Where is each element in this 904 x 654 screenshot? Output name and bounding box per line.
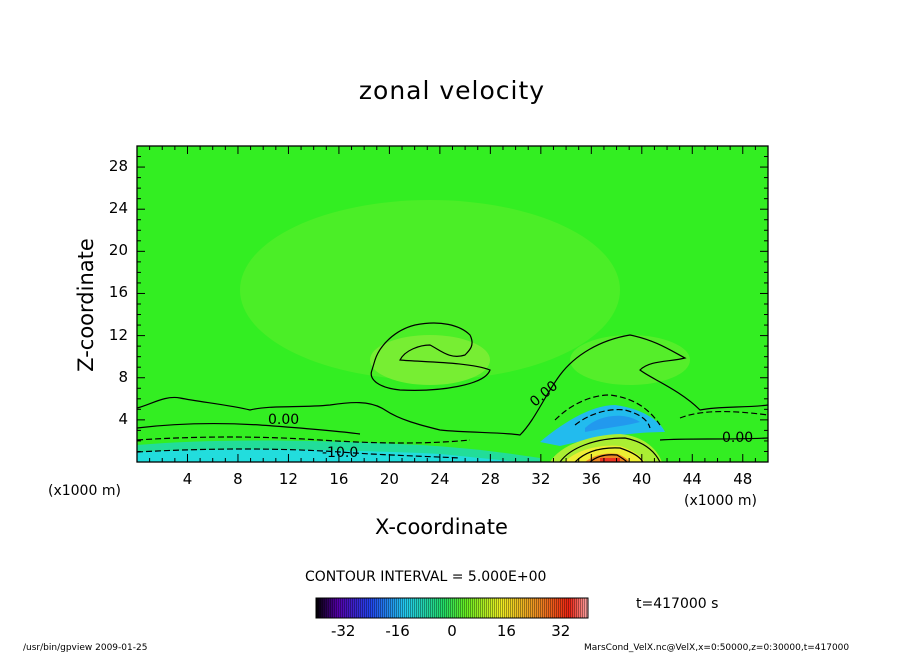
contour-right-low xyxy=(659,437,768,441)
x-tick-label: 8 xyxy=(233,470,243,488)
y-tick-label: 20 xyxy=(108,241,128,260)
tick-layer xyxy=(137,146,768,462)
colorbar-tick-label: 16 xyxy=(496,622,516,640)
contour-pos10 xyxy=(574,447,644,462)
contour-interval-text: CONTOUR INTERVAL = 5.000E+00 xyxy=(305,569,547,585)
contour-right-mid xyxy=(679,410,768,419)
x-tick-label: 16 xyxy=(329,470,349,488)
footer-right: MarsCond_VelX.nc@VelX,x=0:50000,z=0:3000… xyxy=(584,643,850,653)
field-red-peak xyxy=(600,458,620,462)
y-tick-label: 4 xyxy=(118,409,128,428)
contour-upper-lobe xyxy=(370,322,491,391)
contour-neg5 xyxy=(137,436,471,444)
field-light-core xyxy=(370,335,490,385)
x-tick-label: 12 xyxy=(278,470,298,488)
x-axis-title: X-coordinate xyxy=(375,515,508,539)
contour-label-3: -10.0 xyxy=(322,445,359,461)
colorbar-frame xyxy=(315,597,589,619)
field-light-region xyxy=(240,200,620,380)
x-tick-label: 32 xyxy=(531,470,551,488)
z-unit-label: (x1000 m) xyxy=(48,483,121,499)
x-tick-label: 36 xyxy=(581,470,601,488)
x-unit-label: (x1000 m) xyxy=(684,493,757,509)
x-tick-label: 20 xyxy=(379,470,399,488)
chart-title: zonal velocity xyxy=(358,76,546,105)
colorbar-stripes xyxy=(316,598,588,618)
footer-left: /usr/bin/gpview 2009-01-25 xyxy=(23,643,148,653)
y-tick-label: 16 xyxy=(108,283,128,302)
contour-pos15 xyxy=(589,454,628,462)
colorbar-tick-label: -32 xyxy=(330,622,356,640)
field-cyan-core xyxy=(137,449,520,462)
contour-neg5-right xyxy=(554,394,661,426)
x-tick-label: 48 xyxy=(733,470,753,488)
time-label: t=417000 s xyxy=(636,596,719,612)
x-tick-label: 28 xyxy=(480,470,500,488)
x-tick-label: 24 xyxy=(430,470,450,488)
colorbar-tick-label: 32 xyxy=(551,622,571,640)
contour-label-2: 0.00 xyxy=(722,430,754,446)
y-tick-label: 12 xyxy=(108,325,128,344)
contour-lines xyxy=(137,322,768,462)
zero-contour-upper xyxy=(137,334,768,436)
field-blue-core xyxy=(585,415,640,432)
y-tick-label: 24 xyxy=(108,199,128,218)
field-light-right xyxy=(570,335,690,385)
zero-contour-lower xyxy=(137,422,361,435)
contour-label-0: 0.00 xyxy=(268,412,300,428)
colorbar-tick-label: -16 xyxy=(385,622,410,640)
colorbar-tick-label: 0 xyxy=(447,622,457,640)
y-tick-label: 8 xyxy=(118,367,128,386)
y-tick-label: 28 xyxy=(108,157,128,176)
x-tick-label: 40 xyxy=(632,470,652,488)
contour-neg10 xyxy=(137,448,461,459)
x-tick-label: 4 xyxy=(182,470,193,488)
plot-field xyxy=(137,146,768,462)
x-tick-label: 44 xyxy=(682,470,702,488)
contour-pos5 xyxy=(559,437,661,462)
